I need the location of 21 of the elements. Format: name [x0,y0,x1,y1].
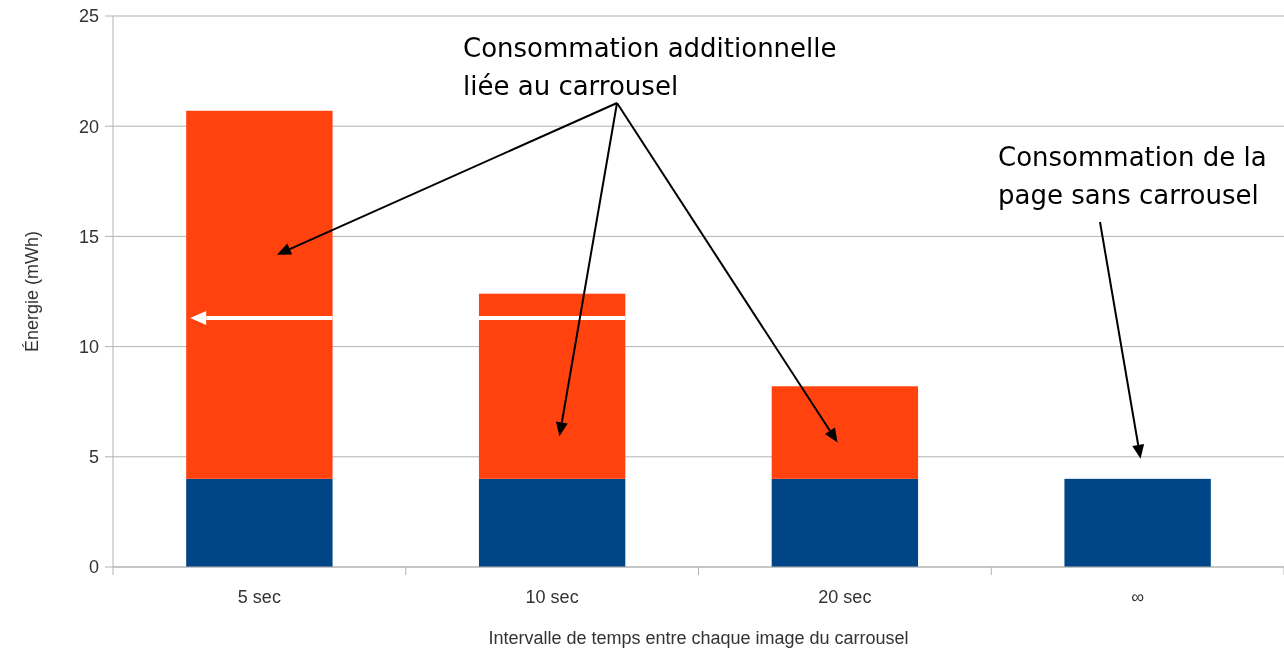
bar [771,478,919,567]
bar [771,386,919,479]
x-tick-label: ∞ [1131,587,1145,607]
bar [186,110,333,479]
x-axis-title: Intervalle de temps entre chaque image du carrousel [488,628,909,648]
bar [478,293,626,479]
y-tick-label: 0 [88,557,99,578]
y-tick-label: 10 [78,336,99,357]
y-tick-label: 15 [78,226,99,247]
bar [478,478,626,567]
annotation: Consommation de la page sans carrousel [998,142,1267,210]
x-tick-label: 20 sec [818,587,872,607]
bar [186,478,333,567]
x-tick-label: 5 sec [237,587,281,607]
y-tick-label: 5 [88,447,99,468]
x-tick-label: 10 sec [525,587,579,607]
y-tick-label: 20 [78,116,99,137]
bar [1064,478,1211,567]
y-tick-label: 25 [78,6,99,27]
annotation: Consommation additionnelle liée au carrousel [463,33,837,101]
y-axis-title: Énergie (mWh) [22,230,42,353]
